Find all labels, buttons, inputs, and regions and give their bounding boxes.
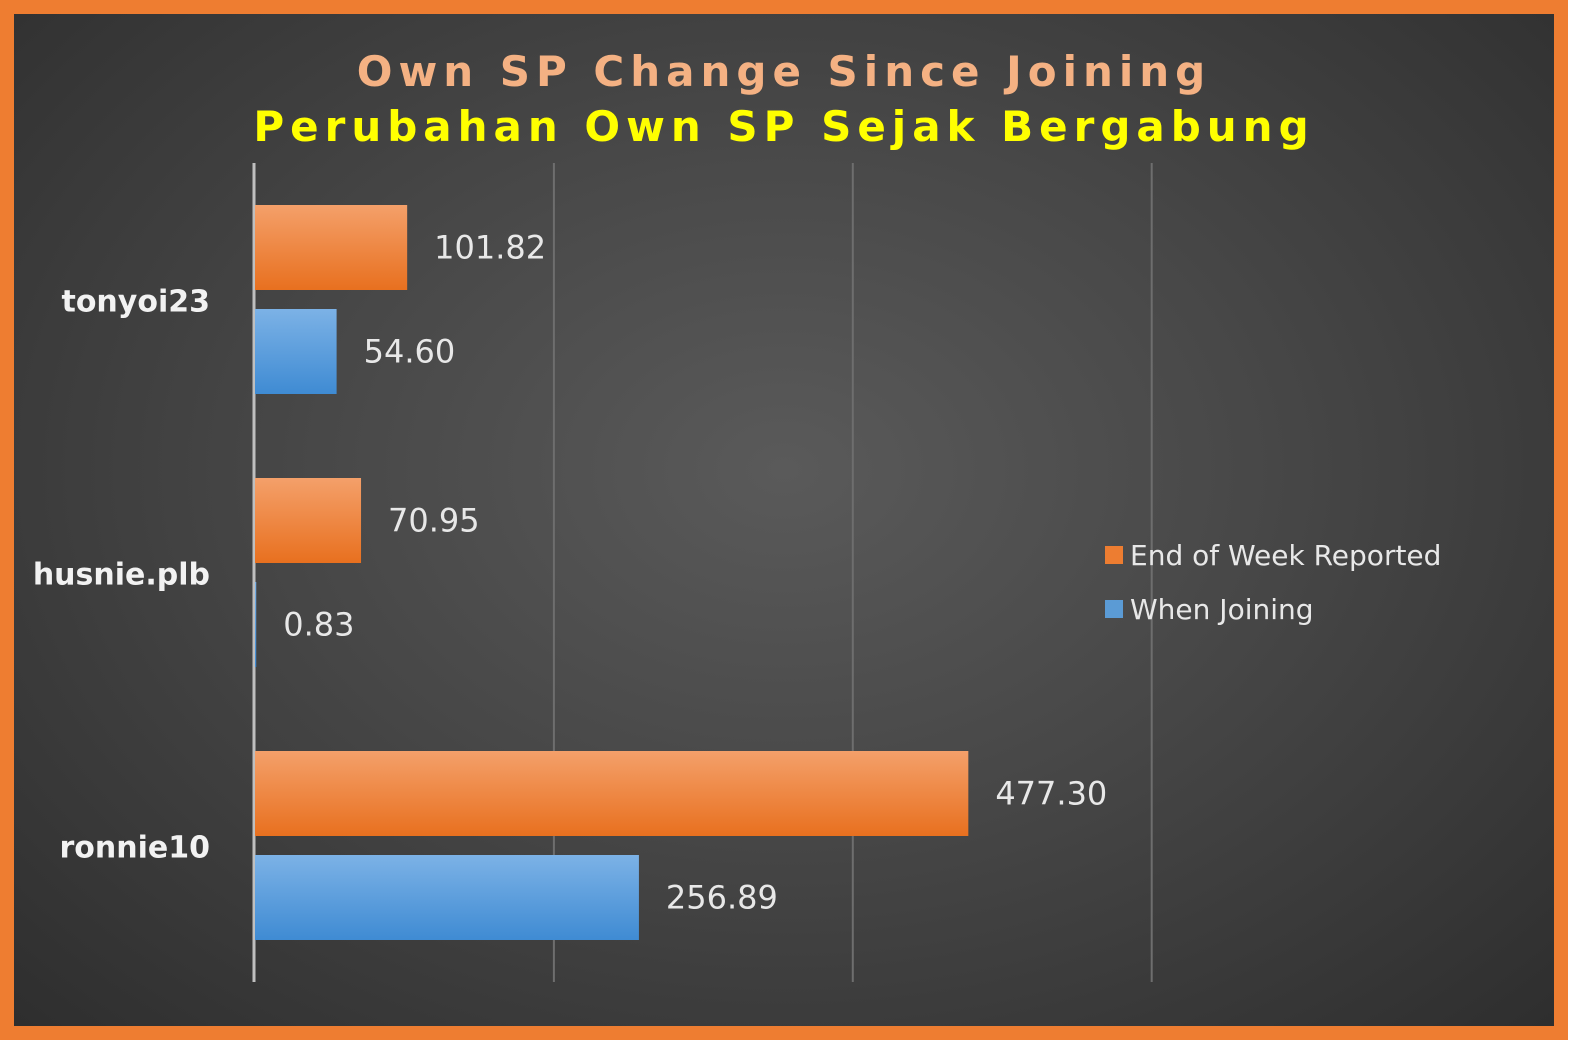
chart-subtitle: Perubahan Own SP Sejak Bergabung [253, 102, 1314, 151]
bar-end-of-week-reported-ronnie10 [255, 751, 969, 836]
data-label: 477.30 [995, 775, 1107, 813]
bar-when-joining-husnie-plb [255, 582, 257, 667]
category-label: husnie.plb [33, 558, 210, 593]
legend-label: When Joining [1130, 593, 1314, 626]
chart-frame: Own SP Change Since Joining Perubahan Ow… [0, 0, 1568, 1040]
data-label: 54.60 [364, 333, 456, 371]
legend-swatch [1105, 600, 1123, 618]
bar-end-of-week-reported-husnie-plb [255, 478, 362, 563]
bar-when-joining-tonyoi23 [255, 309, 337, 394]
category-label: tonyoi23 [61, 285, 210, 320]
chart-canvas: Own SP Change Since Joining Perubahan Ow… [33, 47, 1441, 982]
data-labels: 101.82 54.60 70.95 0.83 477.30 256.89 [283, 229, 1107, 917]
data-label: 70.95 [388, 502, 480, 540]
data-label: 256.89 [666, 879, 778, 917]
legend-swatch [1105, 546, 1123, 564]
category-labels: tonyoi23 husnie.plb ronnie10 [33, 285, 210, 866]
gridlines [252, 163, 1153, 982]
bar-when-joining-ronnie10 [255, 855, 639, 940]
legend: End of Week Reported When Joining [1105, 539, 1441, 626]
category-label: ronnie10 [60, 831, 211, 866]
data-label: 0.83 [283, 606, 354, 644]
chart-title: Own SP Change Since Joining [357, 47, 1212, 96]
bars [255, 205, 969, 940]
bar-end-of-week-reported-tonyoi23 [255, 205, 408, 290]
data-label: 101.82 [434, 229, 546, 267]
legend-label: End of Week Reported [1130, 539, 1441, 572]
